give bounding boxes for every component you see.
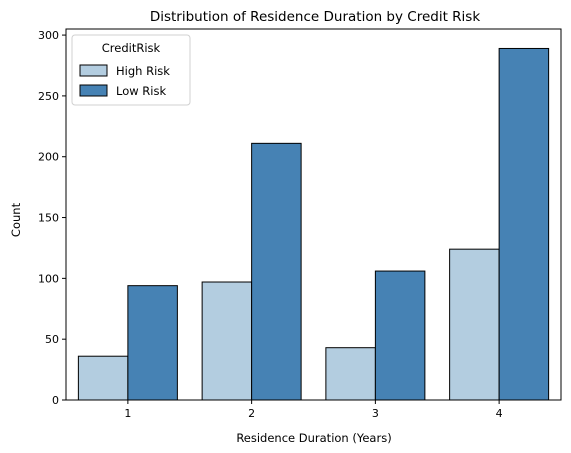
bar-high-risk-1	[77, 355, 129, 401]
bar-low-risk-3	[374, 270, 426, 401]
y-tick-label: 0	[52, 394, 59, 407]
y-tick-label: 150	[38, 212, 59, 225]
bar-low-risk-2	[251, 142, 302, 401]
x-tick-label: 1	[124, 407, 131, 420]
legend-label-high-risk: High Risk	[116, 64, 170, 78]
y-axis-label: Count	[9, 202, 23, 237]
x-axis-label: Residence Duration (Years)	[236, 431, 391, 445]
y-tick-label: 250	[38, 90, 59, 103]
plot-area: 0 50 100 150 200 250 300 1 2 3 4	[38, 28, 562, 420]
bar-high-risk-4	[449, 248, 500, 401]
plot-frame	[65, 28, 562, 401]
x-tick-label: 2	[248, 407, 255, 420]
x-tick-label: 3	[372, 407, 379, 420]
bar-high-risk-3	[325, 347, 376, 401]
y-tick-label: 200	[38, 151, 59, 164]
legend-title: CreditRisk	[102, 41, 161, 55]
bar-high-risk-2	[201, 281, 253, 401]
y-tick-label: 300	[38, 29, 59, 42]
x-tick-label: 4	[496, 407, 503, 420]
y-tick-label: 50	[45, 333, 59, 346]
bar-low-risk-4	[498, 47, 550, 401]
legend-swatch-high-risk	[79, 64, 108, 77]
legend-label-low-risk: Low Risk	[116, 84, 166, 98]
y-tick-label: 100	[38, 272, 59, 285]
legend: CreditRisk High Risk Low Risk	[71, 34, 191, 106]
chart-title: Distribution of Residence Duration by Cr…	[150, 9, 480, 25]
bar-low-risk-1	[127, 285, 178, 401]
legend-swatch-low-risk	[79, 84, 108, 97]
